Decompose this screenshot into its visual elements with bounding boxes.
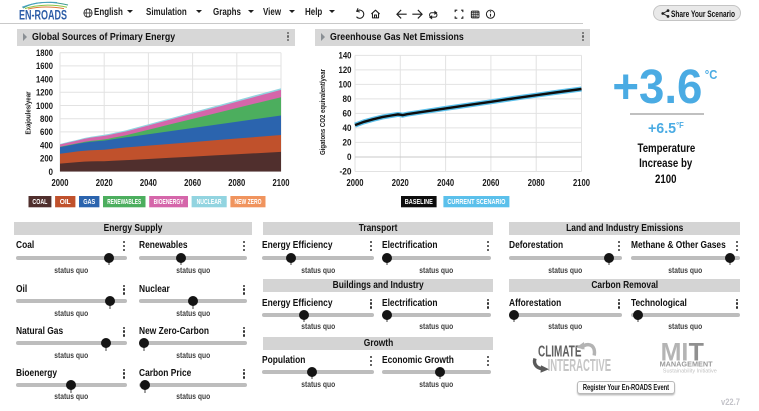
svg-text:GAS: GAS [83, 197, 95, 206]
svg-text:OIL: OIL [60, 197, 71, 206]
svg-text:80: 80 [343, 94, 352, 105]
svg-text:NEW ZERO: NEW ZERO [235, 197, 262, 206]
svg-text:1600: 1600 [36, 61, 53, 72]
svg-text:2060: 2060 [184, 178, 201, 189]
svg-text:2080: 2080 [528, 178, 545, 189]
svg-text:2080: 2080 [228, 178, 245, 189]
svg-text:T: T [689, 340, 704, 366]
svg-text:NUCLEAR: NUCLEAR [197, 197, 222, 206]
svg-text:MANAGEMENT: MANAGEMENT [660, 359, 714, 368]
svg-text:60: 60 [343, 109, 352, 120]
svg-text:100: 100 [339, 80, 352, 91]
svg-text:1000: 1000 [36, 101, 53, 112]
svg-text:Sustainability Initiative: Sustainability Initiative [663, 368, 717, 374]
svg-text:EN-ROADS: EN-ROADS [19, 8, 67, 23]
svg-text:0: 0 [347, 152, 352, 163]
svg-text:200: 200 [40, 154, 53, 165]
svg-text:BASELINE: BASELINE [405, 197, 433, 206]
svg-text:2060: 2060 [482, 178, 499, 189]
svg-text:INTERACTIVE: INTERACTIVE [548, 355, 612, 374]
svg-text:1400: 1400 [36, 74, 53, 85]
svg-text:120: 120 [339, 65, 352, 76]
svg-text:CLIMATE: CLIMATE [538, 344, 582, 361]
svg-text:2020: 2020 [392, 178, 409, 189]
svg-text:2040: 2040 [437, 178, 454, 189]
svg-text:BIOENERGY: BIOENERGY [154, 197, 184, 206]
svg-text:800: 800 [40, 114, 53, 125]
svg-text:2100: 2100 [573, 178, 590, 189]
svg-text:2020: 2020 [96, 178, 113, 189]
svg-text:140: 140 [339, 51, 352, 62]
svg-text:2000: 2000 [347, 178, 364, 189]
svg-text:1200: 1200 [36, 88, 53, 99]
svg-text:COAL: COAL [32, 197, 47, 206]
svg-text:Exajoules/year: Exajoules/year [26, 91, 33, 134]
svg-text:40: 40 [343, 123, 352, 134]
svg-text:600: 600 [40, 127, 53, 138]
svg-text:MI: MI [661, 340, 689, 366]
svg-text:CURRENT SCENARIO: CURRENT SCENARIO [447, 197, 505, 206]
svg-text:0: 0 [49, 167, 54, 178]
svg-text:-20: -20 [340, 167, 352, 178]
svg-text:400: 400 [40, 140, 53, 151]
svg-text:RENEWABLES: RENEWABLES [107, 197, 141, 206]
svg-text:2100: 2100 [273, 178, 290, 189]
svg-text:Gigatons CO2 equivalent/year: Gigatons CO2 equivalent/year [320, 69, 327, 155]
svg-text:2000: 2000 [52, 178, 69, 189]
svg-text:1800: 1800 [36, 48, 53, 59]
svg-text:20: 20 [343, 138, 352, 149]
svg-text:2040: 2040 [140, 178, 157, 189]
